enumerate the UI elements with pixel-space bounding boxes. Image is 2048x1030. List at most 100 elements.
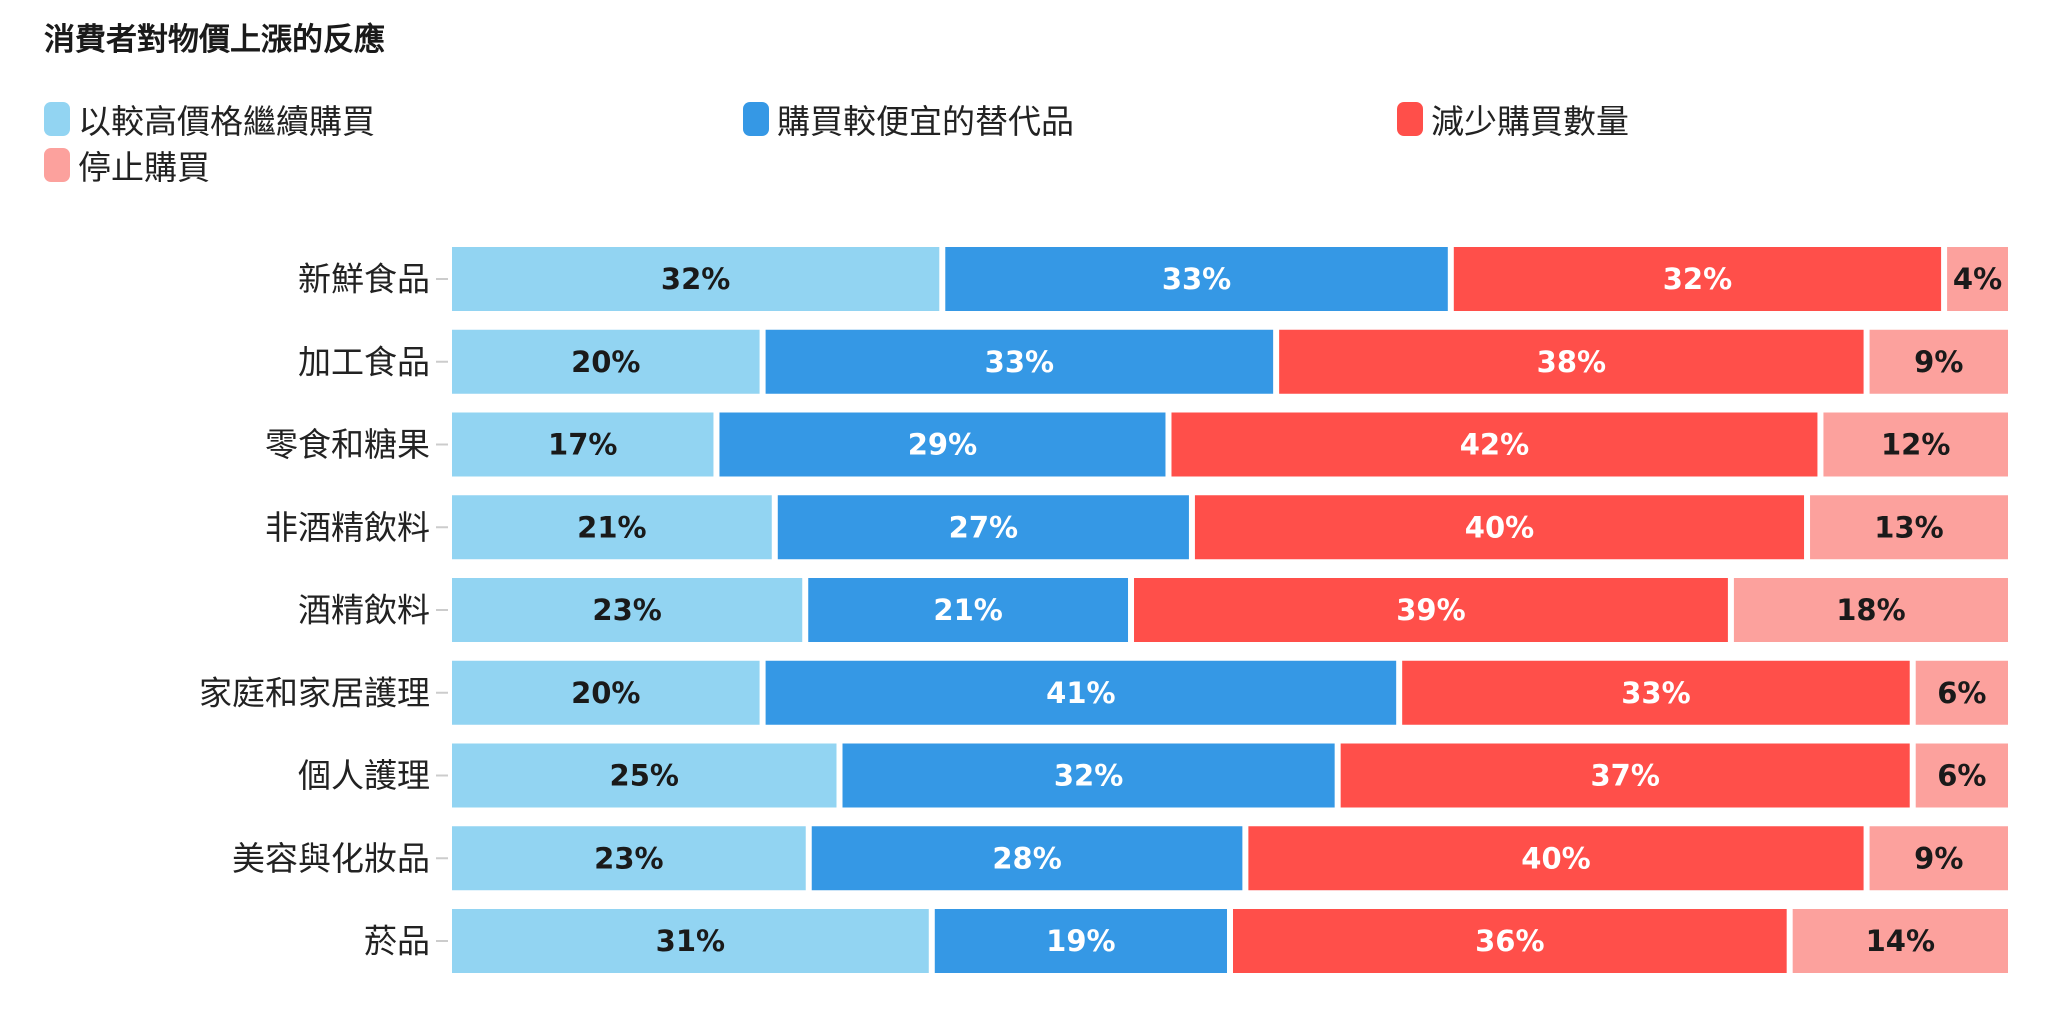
bar-value-label: 25% — [610, 759, 679, 793]
bar-row: 美容與化妝品 23% 28% 40% 9% — [232, 826, 2008, 891]
bar-segment[interactable] — [1947, 247, 2008, 311]
bar-value-label: 4% — [1953, 262, 2002, 296]
bar-segment[interactable] — [452, 743, 837, 808]
bar-value-label: 28% — [992, 841, 1061, 875]
bar-row: 菸品 31% 19% 36% 14% — [364, 909, 2008, 973]
bar-row: 酒精飲料 23% 21% 39% 18% — [298, 578, 2008, 642]
category-label: 美容與化妝品 — [232, 839, 430, 878]
bar-row: 家庭和家居護理 20% 41% 33% 6% — [199, 660, 2008, 725]
bar-value-label: 37% — [1590, 759, 1659, 793]
bar-value-label: 14% — [1866, 924, 1935, 958]
bar-segment[interactable] — [945, 247, 1448, 311]
legend-label-reduce-quantity: 減少購買數量 — [1431, 102, 1629, 141]
bar-value-label: 33% — [985, 345, 1054, 379]
bar-value-label: 13% — [1874, 510, 1943, 544]
bar-row: 新鮮食品 32% 33% 32% 4% — [298, 247, 2008, 311]
bar-row: 加工食品 20% 33% 38% 9% — [298, 329, 2008, 394]
bar-segment[interactable] — [1248, 826, 1864, 891]
bar-segment[interactable] — [1869, 826, 2008, 891]
bar-segment[interactable] — [452, 660, 760, 725]
bar-segment[interactable] — [452, 329, 760, 394]
bar-segment[interactable] — [777, 495, 1189, 560]
category-label: 菸品 — [364, 922, 430, 961]
bar-segment[interactable] — [842, 743, 1335, 808]
bar-segment[interactable] — [934, 909, 1227, 973]
legend-item-cheaper-alternative[interactable]: 購買較便宜的替代品 — [743, 97, 1074, 141]
bar-segment[interactable] — [765, 329, 1274, 394]
bar-value-label: 12% — [1881, 428, 1950, 462]
category-label: 個人護理 — [298, 756, 430, 795]
category-label: 非酒精飲料 — [265, 508, 430, 547]
category-label: 酒精飲料 — [298, 591, 430, 630]
bar-value-label: 41% — [1046, 676, 1115, 710]
bar-segment[interactable] — [811, 826, 1243, 891]
bar-row: 非酒精飲料 21% 27% 40% 13% — [265, 495, 2008, 560]
bar-segment[interactable] — [1733, 578, 2008, 642]
bar-value-label: 42% — [1460, 428, 1529, 462]
bar-value-label: 27% — [949, 510, 1018, 544]
category-label: 新鮮食品 — [298, 260, 430, 299]
bar-value-label: 40% — [1521, 841, 1590, 875]
legend-swatch-reduce-quantity — [1397, 102, 1423, 136]
bar-value-label: 21% — [933, 593, 1002, 627]
chart-title: 消費者對物價上漲的反應 — [44, 22, 385, 58]
legend-label-stop-buying: 停止購買 — [78, 148, 210, 187]
bar-value-label: 20% — [571, 345, 640, 379]
bar-segment[interactable] — [452, 495, 772, 560]
legend-label-continue-buying: 以較高價格繼續購買 — [78, 102, 375, 141]
bar-segment[interactable] — [1194, 495, 1805, 560]
bar-segment[interactable] — [452, 412, 714, 477]
bar-segment[interactable] — [719, 412, 1166, 477]
category-label: 加工食品 — [298, 342, 430, 381]
legend-swatch-stop-buying — [44, 148, 70, 182]
legend-label-cheaper-alternative: 購買較便宜的替代品 — [777, 102, 1074, 141]
bar-segment[interactable] — [452, 826, 806, 891]
bar-value-label: 23% — [592, 593, 661, 627]
bar-segment[interactable] — [1279, 329, 1864, 394]
bar-value-label: 21% — [577, 510, 646, 544]
category-label: 零食和糖果 — [265, 425, 430, 464]
bar-value-label: 19% — [1046, 924, 1115, 958]
bar-segment[interactable] — [808, 578, 1129, 642]
bar-segment[interactable] — [1792, 909, 2008, 973]
bar-segment[interactable] — [1233, 909, 1787, 973]
bar-value-label: 32% — [661, 262, 730, 296]
bar-segment[interactable] — [1915, 743, 2008, 808]
bar-value-label: 23% — [594, 841, 663, 875]
category-label: 家庭和家居護理 — [199, 673, 430, 712]
legend-item-stop-buying[interactable]: 停止購買 — [44, 143, 210, 187]
bar-segment[interactable] — [1402, 660, 1910, 725]
bar-value-label: 31% — [656, 924, 725, 958]
legend-item-continue-buying[interactable]: 以較高價格繼續購買 — [44, 97, 375, 141]
bar-value-label: 9% — [1914, 345, 1963, 379]
bar-segment[interactable] — [1869, 329, 2008, 394]
bar-value-label: 38% — [1537, 345, 1606, 379]
bar-segment[interactable] — [1823, 412, 2008, 477]
bar-row: 零食和糖果 17% 29% 42% 12% — [265, 412, 2008, 477]
bar-segment[interactable] — [1453, 247, 1942, 311]
bar-segment[interactable] — [1171, 412, 1818, 477]
bar-segment[interactable] — [1810, 495, 2008, 560]
legend-swatch-continue-buying — [44, 102, 70, 136]
bar-segment[interactable] — [1915, 660, 2008, 725]
bar-row: 個人護理 25% 32% 37% 6% — [298, 743, 2008, 808]
bar-value-label: 39% — [1396, 593, 1465, 627]
bar-segment[interactable] — [452, 247, 940, 311]
bar-segment[interactable] — [1340, 743, 1910, 808]
bar-value-label: 9% — [1914, 841, 1963, 875]
bar-segment[interactable] — [452, 578, 803, 642]
legend-item-reduce-quantity[interactable]: 減少購買數量 — [1397, 97, 1629, 141]
bar-value-label: 29% — [908, 428, 977, 462]
bar-segment[interactable] — [765, 660, 1397, 725]
bar-value-label: 36% — [1475, 924, 1544, 958]
legend-swatch-cheaper-alternative — [743, 102, 769, 136]
bar-value-label: 33% — [1621, 676, 1690, 710]
bar-value-label: 18% — [1836, 593, 1905, 627]
bar-value-label: 6% — [1937, 759, 1986, 793]
bar-value-label: 40% — [1465, 510, 1534, 544]
bar-segment[interactable] — [1134, 578, 1728, 642]
bar-value-label: 32% — [1054, 759, 1123, 793]
bar-value-label: 20% — [571, 676, 640, 710]
bar-segment[interactable] — [452, 909, 929, 973]
